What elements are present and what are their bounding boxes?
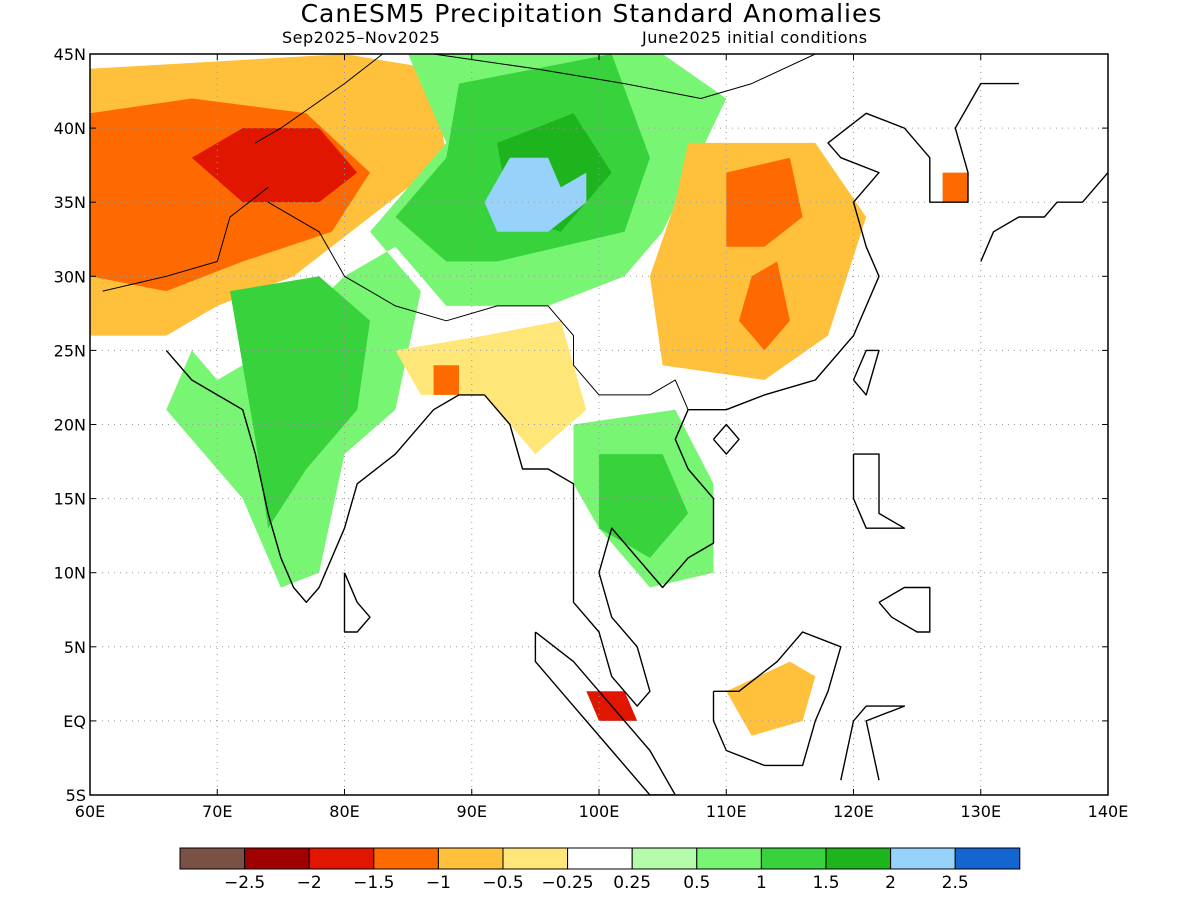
x-tick-label: 80E bbox=[329, 802, 359, 820]
colorbar-label: −0.25 bbox=[542, 873, 594, 893]
colorbar-box bbox=[954, 847, 1021, 870]
anomaly-map: 60E 70E 80E 90E 100E 110E 120E 130E 140E 45N 40N 35… bbox=[54, 45, 1129, 820]
y-tick-label: EQ bbox=[63, 712, 86, 731]
colorbar-box bbox=[437, 847, 504, 870]
coastline-sumatra bbox=[534, 631, 676, 795]
x-tick-label: 100E bbox=[579, 802, 620, 820]
anomaly-fill-layer bbox=[90, 54, 968, 736]
colorbar-label: 1 bbox=[756, 873, 767, 893]
border-himalaya-border bbox=[267, 201, 574, 366]
anomaly-region-korea-dry-core bbox=[942, 172, 968, 203]
y-tick-label: 15N bbox=[54, 490, 86, 509]
x-tick-label: 130E bbox=[960, 802, 1001, 820]
colorbar-label: 2 bbox=[885, 873, 896, 893]
colorbar-label: −0.5 bbox=[482, 873, 523, 893]
anomaly-region-tibet-wet-peak bbox=[484, 157, 587, 232]
coastline-borneo bbox=[712, 631, 842, 767]
coastline-sri-lanka bbox=[343, 572, 371, 633]
anomaly-region-india-wet-core bbox=[230, 276, 370, 529]
colorbar-box bbox=[308, 847, 375, 870]
coastline-taiwan bbox=[852, 349, 880, 396]
axis-ticks: 60E 70E 80E 90E 100E 110E 120E 130E 140E 45N 40N 35… bbox=[54, 45, 1129, 820]
anomaly-region-bangladesh-dry bbox=[395, 320, 587, 455]
border-mongolia-border bbox=[433, 54, 816, 99]
anomaly-region-borneo-dry bbox=[726, 661, 816, 736]
y-tick-label: 5S bbox=[66, 786, 86, 805]
anomaly-region-east-china-dry bbox=[649, 142, 867, 380]
forecast-period: Sep2025–Nov2025 bbox=[282, 28, 441, 47]
colorbar-label: −2 bbox=[297, 873, 322, 893]
y-tick-label: 45N bbox=[54, 45, 86, 64]
y-tick-label: 5N bbox=[64, 638, 86, 657]
anomaly-region-east-china-dry-core bbox=[726, 157, 803, 247]
colorbar-label: 1.5 bbox=[812, 873, 839, 893]
anomaly-region-bangladesh-dry-core bbox=[433, 365, 459, 395]
colorbar-box bbox=[179, 847, 246, 870]
x-tick-label: 140E bbox=[1088, 802, 1129, 820]
y-tick-label: 10N bbox=[54, 564, 86, 583]
coastline-indochina-coast bbox=[483, 82, 1019, 707]
y-tick-label: 25N bbox=[54, 341, 86, 360]
colorbar-box bbox=[890, 847, 956, 870]
colorbar-box bbox=[760, 847, 827, 870]
coastline-luzon bbox=[852, 453, 906, 529]
y-tick-label: 35N bbox=[54, 193, 86, 212]
colorbar-box bbox=[373, 847, 439, 870]
map-title: CanESM5 Precipitation Standard Anomalies bbox=[300, 0, 883, 28]
colorbar-label: 2.5 bbox=[942, 873, 969, 893]
anomaly-region-central-asia-dry-center bbox=[191, 128, 358, 203]
coastline-hainan bbox=[712, 423, 740, 455]
boundary-layer bbox=[102, 54, 1108, 795]
y-tick-label: 40N bbox=[54, 119, 86, 138]
colorbar-box bbox=[631, 847, 698, 870]
colorbar-box bbox=[696, 847, 762, 870]
coastline-sulawesi bbox=[840, 705, 906, 781]
colorbar-label: −2.5 bbox=[224, 873, 265, 893]
y-tick-label: 30N bbox=[54, 267, 86, 286]
colorbar-box bbox=[502, 847, 569, 870]
colorbar-label: −1 bbox=[426, 873, 451, 893]
colorbar: −2.5 −2 −1.5 −1 −0.5 −0.25 0.25 0.5 1 1.5 2 2.5 bbox=[179, 847, 1021, 893]
y-tick-label: 20N bbox=[54, 416, 86, 435]
anomaly-region-south-china-dry-core bbox=[739, 261, 790, 351]
x-tick-label: 120E bbox=[833, 802, 874, 820]
border-indochina-border bbox=[573, 364, 689, 410]
border-west-china-border bbox=[255, 54, 384, 144]
colorbar-box bbox=[244, 847, 310, 870]
x-tick-label: 110E bbox=[706, 802, 747, 820]
coastline-japan bbox=[980, 172, 1108, 262]
colorbar-label: −1.5 bbox=[353, 873, 394, 893]
colorbar-label: 0.25 bbox=[613, 873, 651, 893]
x-tick-label: 90E bbox=[457, 802, 487, 820]
border-pakistan-border bbox=[102, 187, 269, 292]
initial-conditions: June2025 initial conditions bbox=[642, 28, 868, 47]
colorbar-box bbox=[567, 847, 633, 870]
coastline-mindanao bbox=[878, 586, 931, 633]
x-tick-label: 70E bbox=[202, 802, 232, 820]
coastline-india-coast bbox=[165, 349, 485, 603]
colorbar-box bbox=[825, 847, 892, 870]
anomaly-region-indochina-wet-core bbox=[599, 454, 689, 558]
colorbar-label: 0.5 bbox=[683, 873, 710, 893]
x-tick-label: 60E bbox=[75, 802, 105, 820]
